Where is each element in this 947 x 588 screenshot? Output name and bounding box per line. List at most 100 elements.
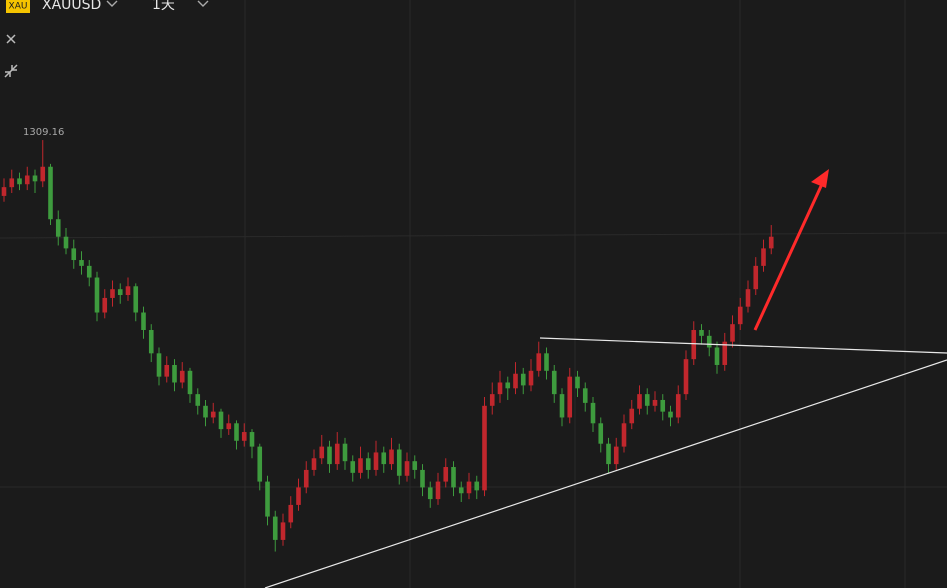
close-icon[interactable]	[6, 34, 16, 44]
candle-body	[590, 402, 596, 424]
candle-body	[389, 449, 394, 465]
candle-body	[613, 446, 619, 465]
candle-body	[466, 481, 472, 494]
collapse-icon[interactable]	[4, 64, 18, 78]
support-line	[264, 359, 947, 588]
candle-body	[125, 286, 131, 296]
candle-body	[513, 373, 518, 389]
candle-body	[637, 394, 642, 409]
candle-body	[761, 248, 766, 266]
candle-body	[551, 370, 557, 395]
candle-body	[381, 452, 387, 465]
candle-body	[334, 443, 340, 465]
candle-body	[17, 178, 22, 185]
candle-body	[396, 449, 402, 476]
candle-body	[156, 353, 162, 377]
candle-body	[443, 467, 449, 482]
resistance-line	[539, 337, 947, 354]
candle-body	[489, 394, 495, 406]
candle-body	[745, 289, 751, 307]
candle-body	[451, 467, 456, 488]
arrow-shaft	[753, 183, 824, 331]
candle-body	[350, 461, 356, 473]
candle-body	[179, 370, 185, 383]
candle-body	[32, 175, 38, 182]
candle-body	[319, 446, 325, 459]
candle-body	[133, 286, 139, 313]
candle-body	[668, 411, 673, 418]
candle-body	[528, 370, 534, 386]
candle-body	[117, 289, 123, 296]
candle-body	[706, 335, 712, 348]
candle-body	[435, 481, 441, 500]
candle-body	[714, 347, 720, 365]
candle-body	[94, 277, 100, 313]
symbol-badge	[6, 0, 30, 13]
candle-body	[567, 376, 573, 418]
candle-body	[9, 178, 15, 188]
candle-body	[55, 219, 61, 237]
arrow-head	[811, 169, 829, 188]
candle-body	[257, 446, 263, 482]
candle-body	[559, 394, 565, 418]
candle-body	[172, 364, 177, 383]
candle-body	[164, 364, 170, 377]
candle-body	[683, 359, 689, 395]
candle-body	[102, 297, 108, 313]
candle-body	[753, 265, 759, 290]
candle-body	[691, 330, 697, 360]
candle-body	[404, 461, 410, 476]
candle-body	[1, 187, 7, 196]
candle-body	[234, 423, 239, 441]
candle-body	[660, 399, 666, 412]
candle-body	[110, 289, 115, 298]
candle-body	[249, 432, 255, 447]
candles	[1, 140, 774, 552]
candle-body	[505, 382, 511, 389]
candle-body	[311, 458, 317, 470]
candle-body	[63, 236, 69, 249]
candle-body	[365, 458, 371, 470]
candle-body	[629, 408, 635, 424]
candle-body	[187, 370, 193, 395]
candle-body	[40, 166, 46, 182]
candle-body	[575, 376, 580, 389]
candle-body	[195, 394, 201, 406]
candle-body	[482, 405, 487, 491]
candle-body	[141, 312, 146, 331]
candle-body	[730, 324, 735, 342]
candle-body	[265, 481, 270, 517]
candle-body	[288, 504, 294, 523]
candle-body	[420, 469, 425, 488]
badge-text: XAU	[9, 2, 28, 12]
symbol-dropdown[interactable]	[106, 0, 118, 7]
candle-body	[280, 522, 286, 540]
candle-body	[226, 423, 232, 430]
high-label: 1309.16	[23, 127, 64, 138]
candle-body	[722, 341, 728, 365]
interval-dropdown[interactable]	[197, 0, 209, 7]
candle-body	[458, 487, 464, 494]
interval[interactable]: 1天	[152, 0, 175, 13]
candle-body	[241, 432, 247, 441]
candle-body	[427, 487, 433, 500]
candle-body	[48, 166, 53, 220]
candle-body	[474, 481, 480, 491]
candle-body	[272, 516, 278, 540]
candle-body	[644, 394, 650, 406]
candle-body	[699, 330, 704, 336]
candle-body	[327, 446, 332, 465]
candle-body	[210, 411, 216, 418]
candle-body	[768, 236, 774, 249]
candle-body	[675, 394, 681, 418]
candle-body	[303, 469, 309, 488]
candle-body	[520, 373, 526, 386]
candle-body	[544, 353, 549, 371]
candle-body	[412, 461, 418, 470]
candle-body	[148, 330, 154, 354]
candle-body	[342, 443, 348, 462]
symbol[interactable]: XAUUSD	[42, 0, 101, 13]
